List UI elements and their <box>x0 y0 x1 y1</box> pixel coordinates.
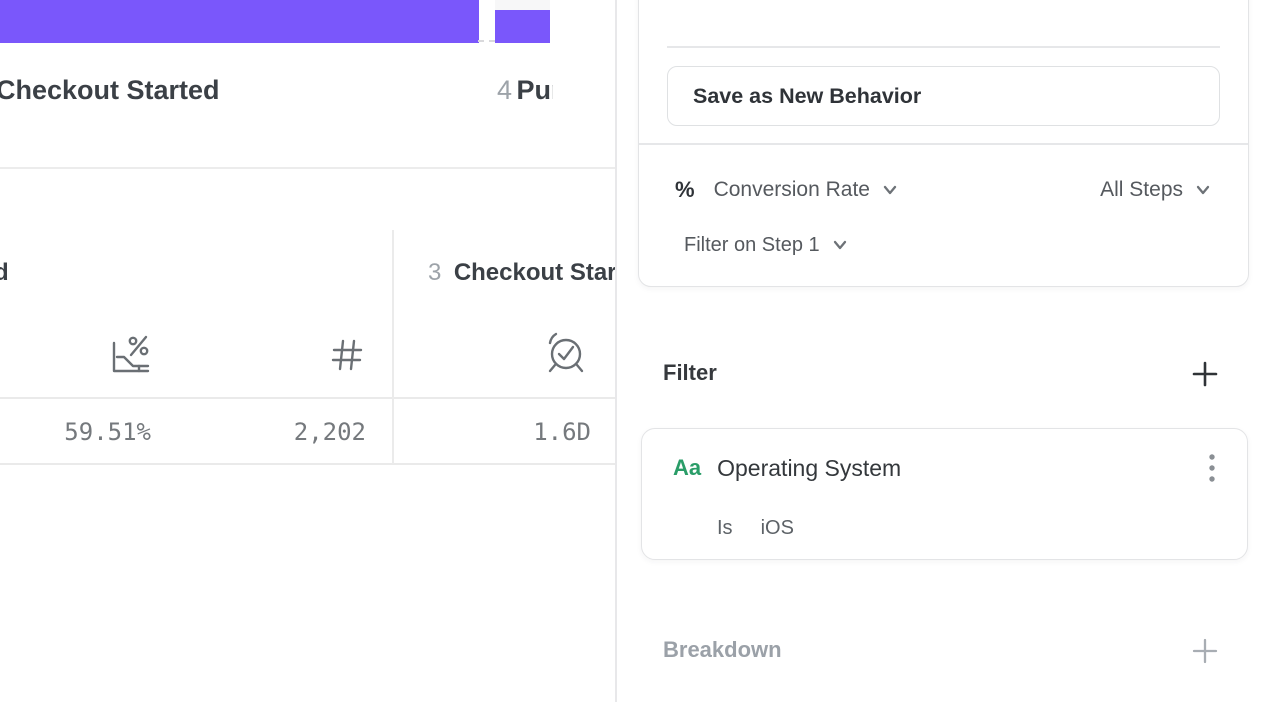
add-filter-plus-icon[interactable] <box>1192 361 1218 387</box>
save-as-new-behavior-button[interactable]: Save as New Behavior <box>667 66 1220 126</box>
metric-dropdown[interactable]: Conversion Rate <box>713 178 870 201</box>
table-step-name: Checkout Started <box>453 259 615 286</box>
query-definition-card: Save as New Behavior % Conversion Rate A… <box>638 0 1249 287</box>
table-step-number: 3 <box>428 259 442 286</box>
chevron-down-icon[interactable] <box>883 185 897 195</box>
funnel-baseline-dash <box>478 40 495 42</box>
filter-on-step-dropdown[interactable]: Filter on Step 1 <box>684 233 820 256</box>
funnel-bar-step4-track <box>495 0 550 10</box>
time-clock-check-icon <box>548 332 584 373</box>
breakdown-heading: Breakdown <box>663 637 782 662</box>
chart-step3-label: Checkout Started <box>0 75 220 105</box>
funnel-bar-step3[interactable] <box>0 0 479 43</box>
table-column-divider <box>392 230 394 464</box>
chart-step4-label: 4 Purchase <box>497 76 553 106</box>
table-step-title: 3 Checkout Started <box>428 258 615 288</box>
kebab-menu-icon[interactable] <box>1205 451 1219 487</box>
property-type-badge: Aa <box>673 455 702 480</box>
chart-step4-number: 4 <box>497 76 513 105</box>
filter-clause-row: Is iOS <box>717 515 794 541</box>
chevron-down-icon[interactable] <box>1196 185 1210 195</box>
filter-heading: Filter <box>663 360 717 385</box>
filter-property-name[interactable]: Operating System <box>717 454 902 481</box>
table-row-divider-top <box>0 397 615 399</box>
panel-divider <box>615 0 617 702</box>
steps-scope-dropdown[interactable]: All Steps <box>1100 178 1183 201</box>
count-hash-icon <box>331 339 363 371</box>
conversion-rate-funnel-percent-icon <box>112 335 150 373</box>
count-value: 2,202 <box>293 418 366 446</box>
filter-property-row: Aa Operating System <box>673 453 901 483</box>
add-breakdown-plus-icon[interactable] <box>1192 638 1218 664</box>
table-prev-step-fragment: d <box>0 259 9 286</box>
metric-row: % Conversion Rate All Steps <box>675 174 1210 206</box>
section-divider <box>0 167 615 169</box>
chevron-down-icon[interactable] <box>833 240 847 250</box>
filter-condition-card[interactable]: Aa Operating System Is iOS <box>641 428 1248 560</box>
conversion-rate-value: 59.51% <box>64 418 151 446</box>
step-filter-row: Filter on Step 1 <box>684 230 847 260</box>
percent-icon: % <box>675 177 695 202</box>
chart-step4-name: Purchase <box>516 76 553 105</box>
filter-value[interactable]: iOS <box>760 516 794 539</box>
card-inset-divider <box>667 46 1220 48</box>
card-section-divider <box>639 143 1248 145</box>
table-row-divider-bottom <box>0 463 615 465</box>
funnel-bar-step4[interactable] <box>495 10 550 43</box>
filter-operator[interactable]: Is <box>717 516 733 539</box>
time-value: 1.6D <box>533 418 591 446</box>
